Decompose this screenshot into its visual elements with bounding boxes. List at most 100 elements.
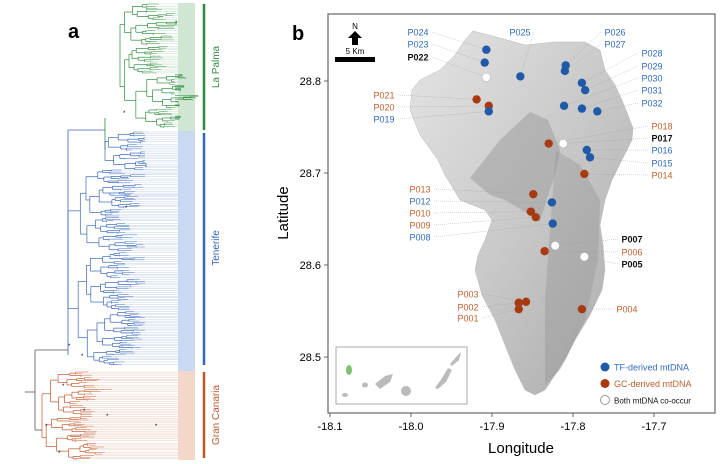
caldera-shading (470, 112, 560, 222)
canary-islands-inset (335, 346, 468, 405)
site-marker-p013 (529, 189, 538, 199)
la-palma-tip-band (178, 3, 195, 131)
axis-ticks: -18.1 -18.0 -17.9 -17.8 -17.7 28.8 28.7 28.6 28.… (300, 76, 667, 433)
inset-fuerteventura (435, 368, 452, 389)
phylogenetic-tree: * * * * * * * * * * (25, 3, 199, 460)
leader-line (584, 256, 619, 265)
site-label-p010: P010 (409, 209, 430, 219)
site-label-p026: P026 (604, 28, 625, 38)
leader-line (563, 137, 649, 144)
site-marker-p031 (577, 104, 587, 113)
tenerife-label: Tenerife (211, 230, 222, 266)
leader-line (584, 173, 649, 176)
panel-b-map: b -18.1 -18.0 -17.9 -17.8 -17.7 28.8 28.7 28.6 2… (275, 13, 716, 457)
site-marker-p012 (547, 198, 557, 207)
site-label-p020: P020 (373, 103, 394, 113)
site-marker-p016 (582, 145, 591, 155)
site-label-p016: P016 (651, 146, 672, 156)
leader-line (433, 211, 531, 214)
site-label-p022: P022 (407, 53, 428, 63)
support-asterisk: * (106, 414, 109, 420)
north-arrow-icon (348, 31, 362, 45)
site-label-p001: P001 (457, 314, 478, 324)
site-label-p024: P024 (407, 28, 428, 38)
scale-label: 5 Km (346, 47, 365, 56)
support-asterisk: * (81, 354, 84, 360)
site-marker-p025 (516, 72, 525, 81)
site-marker-p019 (484, 107, 493, 116)
support-asterisk: * (83, 409, 86, 415)
site-label-p005: P005 (621, 260, 642, 270)
site-label-p030: P030 (641, 74, 662, 84)
support-asterisk: * (68, 344, 71, 350)
site-marker-p004 (577, 304, 587, 314)
x-axis-title: Longitude (488, 440, 554, 457)
leader-line (564, 43, 602, 72)
support-asterisk: * (125, 206, 128, 212)
support-asterisk: * (58, 451, 61, 457)
leader-line (481, 293, 527, 302)
site-marker-p001 (514, 304, 523, 314)
legend-label-tf: TF-derived mtDNA (614, 363, 689, 373)
site-label-p009: P009 (409, 221, 430, 231)
site-label-p015: P015 (651, 159, 672, 169)
support-asterisk: * (45, 424, 48, 430)
site-labels: P024 P023 P022 P025 P026 P027 P028 P029 P030 P031… (373, 28, 672, 324)
site-marker-p015 (585, 153, 595, 162)
panel-a-phylogeny: a * * * * * * * * * * La Palma Tenerife Gran Cana… (25, 3, 222, 460)
la-palma-island (409, 30, 634, 396)
site-marker-p009 (531, 212, 540, 222)
panel-b-label: b (292, 23, 304, 45)
site-marker-p021 (472, 95, 481, 104)
y-tick-label: 28.6 (300, 260, 321, 272)
leader-line (481, 302, 519, 308)
north-label: N (352, 22, 358, 31)
panel-a-label: a (68, 21, 80, 43)
leader-line (589, 157, 649, 164)
leader-line (555, 238, 619, 246)
site-label-p019: P019 (373, 115, 394, 125)
leader-line (585, 65, 639, 91)
support-asterisk: * (155, 424, 158, 430)
ridge-shading (545, 150, 600, 385)
x-tick-label: -18.1 (317, 421, 342, 433)
inset-la-palma (346, 365, 352, 375)
inset-lanzarote (450, 352, 461, 366)
site-marker-p030 (559, 101, 569, 111)
site-marker-p005 (579, 252, 589, 262)
leader-line (581, 52, 639, 84)
leader-line (597, 102, 639, 112)
site-label-p012: P012 (409, 197, 430, 207)
site-label-p002: P002 (457, 303, 478, 313)
leader-line (544, 251, 619, 253)
site-label-p004: P004 (616, 305, 637, 315)
legend-marker-gc (600, 379, 610, 388)
leader-line (433, 188, 534, 195)
y-axis-title: Latitude (275, 186, 292, 239)
site-label-p008: P008 (409, 233, 430, 243)
site-label-p029: P029 (641, 62, 662, 72)
y-tick-label: 28.8 (300, 76, 321, 88)
site-markers (472, 45, 602, 314)
site-marker-p002 (514, 298, 523, 307)
site-marker-p014 (580, 169, 589, 179)
inset-el-hierro (342, 393, 348, 397)
legend-marker-both (600, 395, 610, 405)
site-label-p018: P018 (651, 122, 672, 132)
site-label-p028: P028 (641, 49, 662, 59)
site-marker-p008 (548, 219, 557, 228)
site-label-p017: P017 (651, 134, 672, 144)
site-label-p023: P023 (407, 40, 428, 50)
site-marker-p003 (521, 297, 531, 306)
site-marker-p032 (593, 107, 602, 116)
inset-tenerife (375, 374, 393, 389)
site-marker-p024 (482, 45, 491, 54)
x-tick-label: -17.9 (479, 421, 504, 433)
leader-line (431, 31, 487, 50)
leader-line (431, 56, 487, 78)
site-label-p025: P025 (509, 28, 530, 38)
la-palma-label: La Palma (211, 45, 222, 88)
site-marker-p018 (544, 139, 553, 148)
site-marker-p022 (481, 72, 491, 82)
